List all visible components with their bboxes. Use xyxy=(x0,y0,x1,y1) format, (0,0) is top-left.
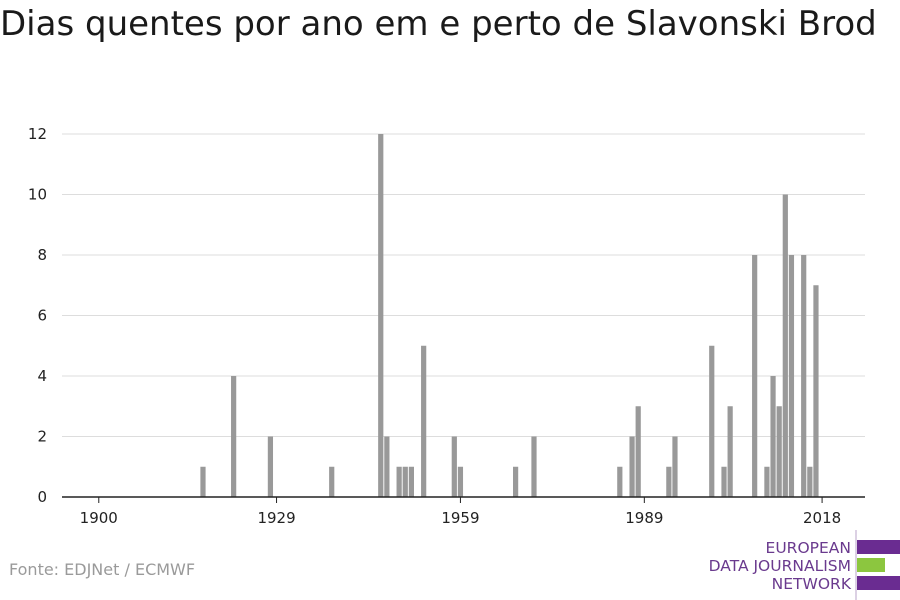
bar xyxy=(408,466,415,497)
x-tick-label: 1989 xyxy=(625,509,663,527)
gridlines xyxy=(62,133,865,437)
bar xyxy=(329,466,335,497)
chart-title: Dias quentes por ano em e perto de Slavo… xyxy=(0,4,877,44)
bar xyxy=(672,436,678,497)
logo-line-2: DATA JOURNALISM xyxy=(709,557,851,575)
bar xyxy=(200,466,206,497)
bar xyxy=(807,466,813,497)
axes xyxy=(62,496,865,503)
bar xyxy=(788,255,795,497)
y-tick-label: 8 xyxy=(37,246,47,264)
bar xyxy=(727,406,733,497)
y-tick-label: 2 xyxy=(37,428,47,446)
edjnet-logo: EUROPEAN DATA JOURNALISM NETWORK xyxy=(709,530,900,600)
bar xyxy=(629,436,635,497)
bar xyxy=(764,466,770,497)
bar xyxy=(531,436,537,497)
x-tick-label: 1959 xyxy=(441,509,479,527)
bar xyxy=(384,436,390,497)
logo-bar-bottom xyxy=(857,576,900,590)
bar xyxy=(776,406,782,497)
bar xyxy=(813,285,819,497)
bars xyxy=(200,134,819,497)
bar xyxy=(709,345,715,497)
y-tick-label: 4 xyxy=(37,367,47,385)
bar xyxy=(617,466,623,497)
source-note: Fonte: EDJNet / ECMWF xyxy=(9,560,196,579)
bar xyxy=(512,466,519,497)
bar xyxy=(752,255,758,497)
y-tick-label: 10 xyxy=(28,186,47,204)
x-tick-label: 1929 xyxy=(257,509,295,527)
bar xyxy=(635,406,641,497)
bar xyxy=(721,466,727,497)
y-tick-labels: 0 2 4 6 8 10 12 xyxy=(28,125,47,506)
bar xyxy=(396,466,402,497)
bar xyxy=(451,436,457,497)
x-tick-label: 1900 xyxy=(80,509,118,527)
bar xyxy=(421,345,427,497)
y-tick-label: 6 xyxy=(37,307,47,325)
bar xyxy=(666,466,672,497)
y-tick-label: 12 xyxy=(28,125,47,143)
logo-line-3: NETWORK xyxy=(772,575,852,593)
bar xyxy=(402,466,408,497)
bar xyxy=(801,255,807,497)
bar xyxy=(770,376,776,497)
bar xyxy=(267,436,274,497)
y-tick-label: 0 xyxy=(37,488,47,506)
bar xyxy=(782,194,788,497)
logo-line-1: EUROPEAN xyxy=(766,539,851,557)
bar xyxy=(231,376,237,497)
x-tick-label: 2018 xyxy=(803,509,841,527)
logo-bar-top xyxy=(857,540,900,554)
bar xyxy=(457,466,464,497)
logo-bar-middle xyxy=(857,558,885,572)
x-tick-labels: 1900 1929 1959 1989 2018 xyxy=(80,509,842,527)
bar xyxy=(378,134,384,497)
